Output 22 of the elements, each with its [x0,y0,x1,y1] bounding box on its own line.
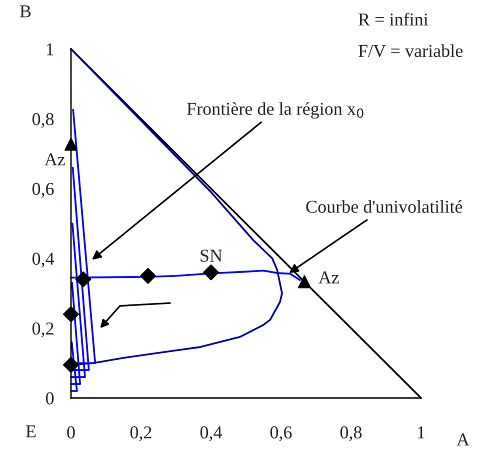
x-tick-label: 0,2 [130,426,152,442]
x-tick-label: 0,4 [200,426,222,442]
annotation: Frontière de la région x$_{0}$ [187,102,364,119]
x-tick-label: 0,6 [270,426,292,442]
x-tick-label: 0,8 [340,426,362,442]
text: E [26,425,36,438]
y-tick-label: 0 [46,392,54,404]
y-tick-label: 0,6 [32,182,54,198]
y-tick-label: 0,2 [32,322,54,338]
y-tick-label: 1 [46,43,54,56]
x-tick-label: 1 [418,426,424,438]
annotation: F/V = variable [358,44,463,58]
y-tick-label: 0,8 [32,113,54,128]
y-tick-label: 0,4 [32,252,54,268]
annotation: Az [44,153,65,166]
x-axis-title: A [456,434,470,446]
annotation: Az [318,271,339,284]
x-tick-label: 0 [67,426,75,438]
y-axis-title: B [20,5,31,18]
annotation: Courbe d'univolatilité [306,200,462,213]
annotation: SN [200,250,222,262]
text: R = infini [358,12,428,26]
